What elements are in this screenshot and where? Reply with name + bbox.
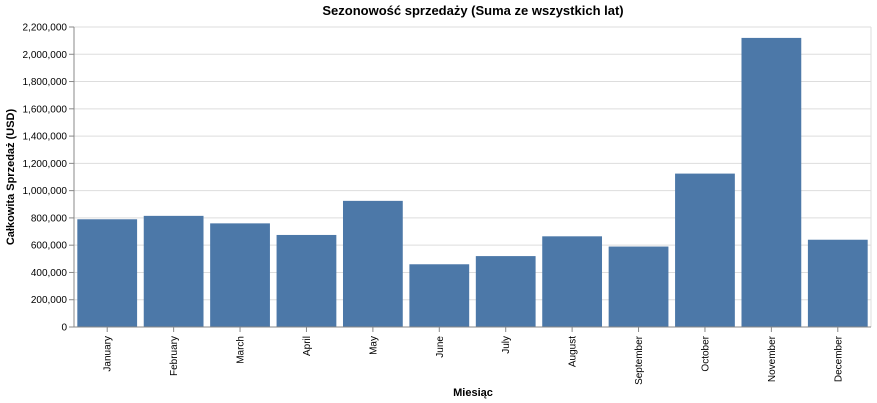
y-tick-label: 1,600,000 [23,104,68,115]
bar-july [475,256,536,327]
bars [77,37,868,328]
y-axis-title: Całkowita Sprzedaż (USD) [5,109,17,246]
bar-september [608,246,669,327]
y-tick-label: 2,000,000 [23,50,68,61]
bar-june [409,264,470,327]
bar-january [77,219,138,327]
y-tick-label: 1,000,000 [23,186,68,197]
y-tick-label: 200,000 [31,295,68,306]
y-tick-label: 1,400,000 [23,132,68,143]
y-tick-label: 1,200,000 [23,159,68,170]
x-tick-label: June [435,336,446,358]
x-tick-label: August [568,336,579,367]
y-tick-label: 800,000 [31,213,68,224]
bar-may [342,200,403,327]
bar-march [210,223,270,327]
bar-august [542,236,603,327]
bar-november [741,37,802,328]
x-tick-label: July [501,336,512,354]
y-tick-label: 1,800,000 [23,77,68,88]
bar-december [807,239,868,327]
y-tick-label: 2,200,000 [23,23,68,34]
x-tick-label: November [767,335,778,382]
x-tick-label: April [302,336,313,356]
bar-october [675,173,735,327]
x-tick-label: September [634,335,645,385]
axes: 0 200,000 400,000 600,000 800,000 1,000,000 1,… [23,23,871,385]
y-tick-label: 600,000 [31,241,68,252]
chart-title: Sezonowość sprzedaży (Suma ze wszystkich… [322,3,623,18]
bar-april [276,234,337,327]
x-tick-label: May [368,336,379,355]
x-tick-label: December [833,335,844,382]
y-tick-label: 400,000 [31,268,68,279]
gridlines [74,26,872,328]
bar-february [143,215,204,327]
x-tick-label: February [169,336,180,376]
y-tick-label: 0 [61,323,67,334]
x-tick-label: October [700,335,711,371]
x-tick-label: January [103,336,114,372]
x-axis-title: Miesiąc [453,387,493,399]
x-tick-label: March [236,336,247,364]
